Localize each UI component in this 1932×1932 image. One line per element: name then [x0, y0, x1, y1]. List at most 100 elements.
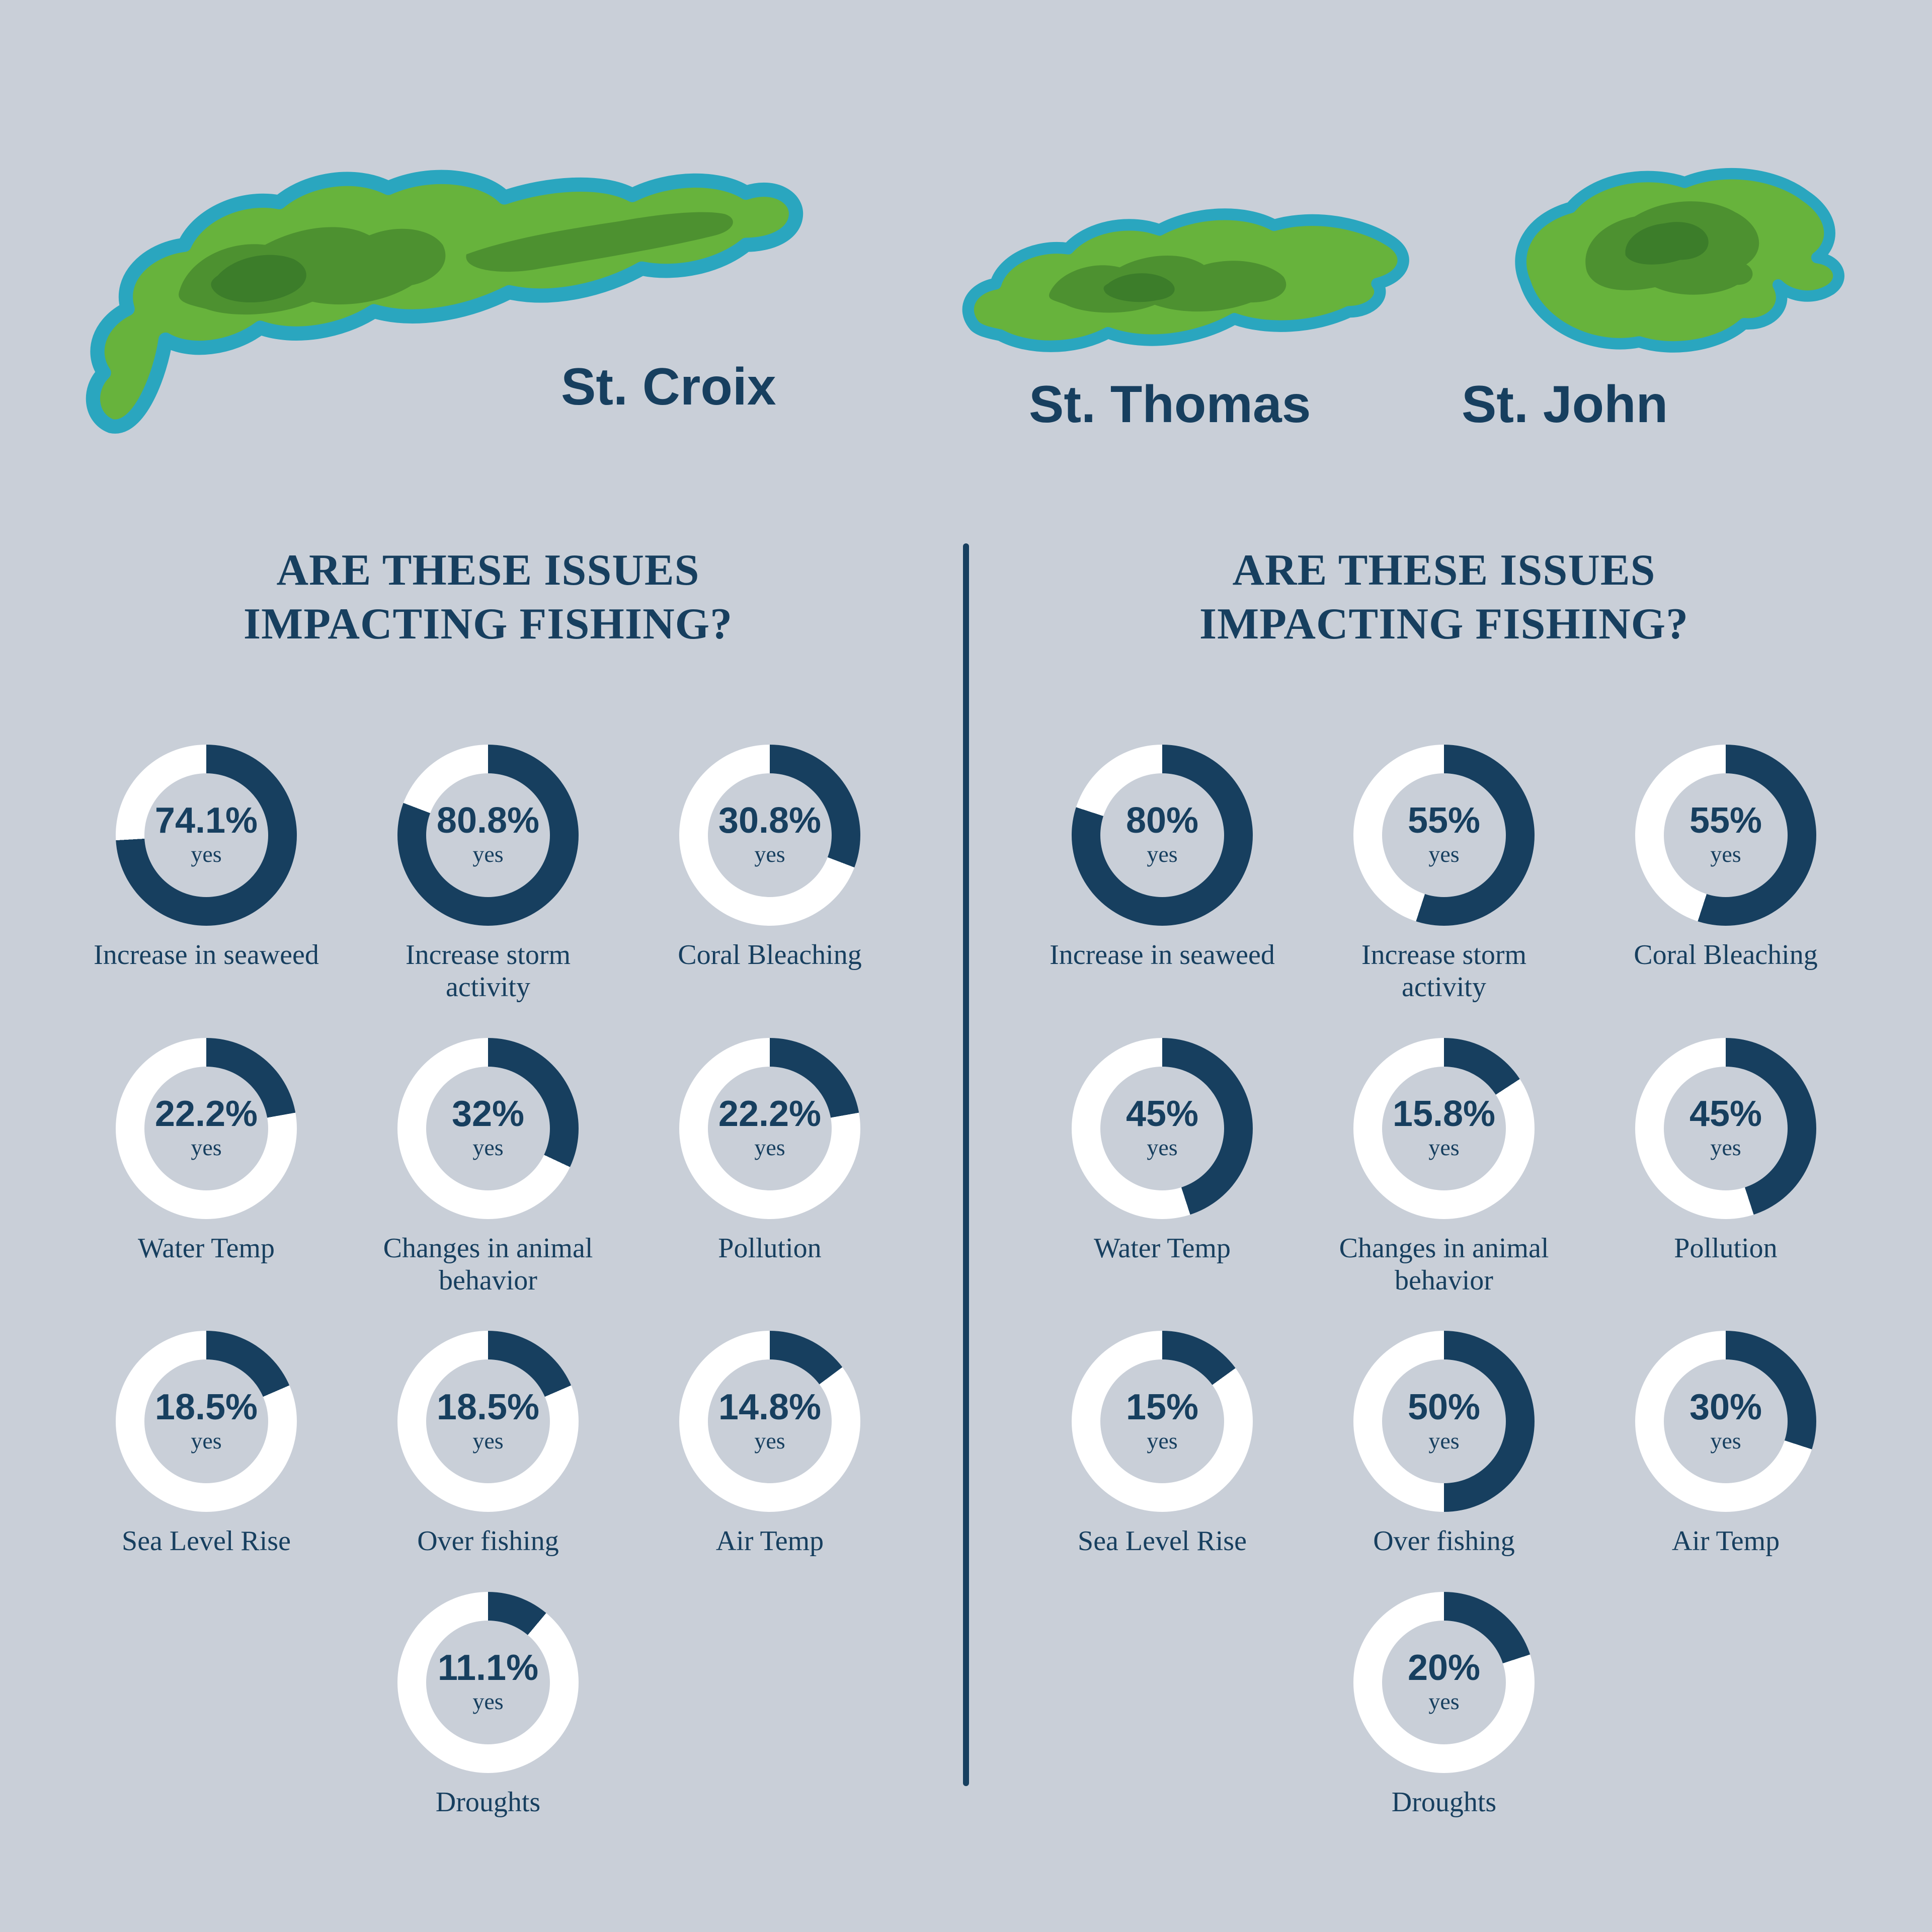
donut-percent: 14.8%: [718, 1387, 822, 1427]
panel-title: ARE THESE ISSUES IMPACTING FISHING?: [65, 543, 911, 652]
donut-cell: 11.1% yes Droughts: [352, 1591, 624, 1818]
donut-label: Water Temp: [1094, 1232, 1231, 1264]
donut-label: Over fishing: [1373, 1525, 1515, 1557]
donut-percent: 50%: [1407, 1387, 1481, 1427]
donut-percent: 22.2%: [718, 1094, 822, 1135]
tj-donut-sea-level-rise: 15% yes: [1072, 1331, 1253, 1512]
donut-yes: yes: [1428, 841, 1460, 867]
donut-label: Over fishing: [417, 1525, 559, 1557]
donut-cell: 30.8% yes Coral Bleaching: [634, 744, 906, 1004]
donut-percent: 74.1%: [154, 800, 258, 841]
st-thomas-island-map: [962, 208, 1409, 352]
donut-cell: 55% yes Coral Bleaching: [1590, 744, 1862, 1004]
tj-donut-pollution: 45% yes: [1635, 1037, 1816, 1219]
donut-percent: 30%: [1689, 1387, 1762, 1427]
donut-grid: 74.1% yes Increase in seaweed 80.8% yes In…: [65, 744, 911, 1818]
donut-label: Coral Bleaching: [1634, 939, 1818, 971]
donut-cell: 80.8% yes Increase storm activity: [352, 744, 624, 1004]
donut-percent: 45%: [1125, 1094, 1199, 1135]
panel-st-thomas-st-john: ARE THESE ISSUES IMPACTING FISHING? 80% y…: [1021, 543, 1867, 1818]
donut-yes: yes: [1147, 1427, 1178, 1454]
donut-cell: 74.1% yes Increase in seaweed: [70, 744, 342, 1004]
croix-donut-air-temp: 14.8% yes: [679, 1331, 860, 1512]
donut-percent: 55%: [1689, 800, 1762, 841]
donut-cell: 20% yes Droughts: [1308, 1591, 1580, 1818]
tj-donut-animal-behavior: 15.8% yes: [1353, 1037, 1535, 1219]
donut-label: Increase in seaweed: [1050, 939, 1275, 971]
donut-yes: yes: [754, 1135, 785, 1161]
donut-yes: yes: [191, 841, 222, 867]
donut-label: Increase in seaweed: [94, 939, 319, 971]
donut-yes: yes: [191, 1427, 222, 1454]
donut-cell: 80% yes Increase in seaweed: [1026, 744, 1298, 1004]
donut-percent: 15.8%: [1392, 1094, 1496, 1135]
donut-label: Changes in animal behavior: [383, 1232, 593, 1296]
donut-yes: yes: [472, 1688, 504, 1715]
tj-donut-storm-activity: 55% yes: [1353, 744, 1535, 926]
tj-donut-coral-bleaching: 55% yes: [1635, 744, 1816, 926]
donut-label: Air Temp: [1671, 1525, 1780, 1557]
donut-label: Droughts: [1391, 1786, 1497, 1818]
panel-divider: [963, 543, 969, 1786]
donut-label: Droughts: [435, 1786, 541, 1818]
donut-label: Sea Level Rise: [1078, 1525, 1247, 1557]
donut-label: Water Temp: [138, 1232, 275, 1264]
donut-yes: yes: [472, 841, 504, 867]
donut-percent: 18.5%: [154, 1387, 258, 1427]
donut-cell: 15.8% yes Changes in animal behavior: [1308, 1037, 1580, 1297]
donut-cell: 15% yes Sea Level Rise: [1026, 1331, 1298, 1557]
donut-cell: 32% yes Changes in animal behavior: [352, 1037, 624, 1297]
tj-donut-air-temp: 30% yes: [1635, 1331, 1816, 1512]
croix-donut-increase-seaweed: 74.1% yes: [116, 744, 297, 926]
donut-percent: 18.5%: [436, 1387, 540, 1427]
donut-percent: 20%: [1407, 1648, 1481, 1688]
donut-yes: yes: [191, 1135, 222, 1161]
croix-donut-coral-bleaching: 30.8% yes: [679, 744, 860, 926]
donut-percent: 22.2%: [154, 1094, 258, 1135]
donut-label: Sea Level Rise: [122, 1525, 291, 1557]
tj-donut-droughts: 20% yes: [1353, 1591, 1535, 1773]
panel-title-line1: ARE THESE ISSUES: [276, 546, 700, 595]
donut-grid: 80% yes Increase in seaweed 55% yes Increa…: [1021, 744, 1867, 1818]
islands-header: St. Croix St. Thomas St. John: [0, 0, 1932, 528]
panel-st-croix: ARE THESE ISSUES IMPACTING FISHING? 74.1…: [65, 543, 911, 1818]
donut-yes: yes: [1428, 1688, 1460, 1715]
donut-yes: yes: [1710, 841, 1741, 867]
donut-percent: 32%: [451, 1094, 525, 1135]
donut-yes: yes: [472, 1135, 504, 1161]
croix-donut-water-temp: 22.2% yes: [116, 1037, 297, 1219]
donut-cell: 50% yes Over fishing: [1308, 1331, 1580, 1557]
donut-cell: 55% yes Increase storm activity: [1308, 744, 1580, 1004]
donut-label: Increase storm activity: [1361, 939, 1527, 1003]
donut-label: Air Temp: [715, 1525, 824, 1557]
st-john-label: St. John: [1462, 375, 1668, 434]
donut-label: Pollution: [1674, 1232, 1778, 1264]
donut-yes: yes: [1147, 841, 1178, 867]
donut-yes: yes: [1428, 1135, 1460, 1161]
donut-cell: 14.8% yes Air Temp: [634, 1331, 906, 1557]
donut-cell: 22.2% yes Pollution: [634, 1037, 906, 1297]
st-john-island-map: [1515, 168, 1844, 353]
croix-donut-droughts: 11.1% yes: [397, 1591, 579, 1773]
donut-yes: yes: [1710, 1427, 1741, 1454]
tj-donut-water-temp: 45% yes: [1072, 1037, 1253, 1219]
donut-yes: yes: [1710, 1135, 1741, 1161]
tj-donut-over-fishing: 50% yes: [1353, 1331, 1535, 1512]
croix-donut-sea-level-rise: 18.5% yes: [116, 1331, 297, 1512]
croix-donut-over-fishing: 18.5% yes: [397, 1331, 579, 1512]
croix-donut-pollution: 22.2% yes: [679, 1037, 860, 1219]
st-croix-label: St. Croix: [561, 358, 776, 416]
donut-label: Coral Bleaching: [678, 939, 862, 971]
donut-yes: yes: [754, 1427, 785, 1454]
donut-yes: yes: [754, 841, 785, 867]
donut-yes: yes: [1147, 1135, 1178, 1161]
panel-title-line2: IMPACTING FISHING?: [1199, 600, 1689, 649]
donut-label: Changes in animal behavior: [1339, 1232, 1549, 1296]
donut-cell: 18.5% yes Over fishing: [352, 1331, 624, 1557]
donut-percent: 80%: [1125, 800, 1199, 841]
donut-percent: 55%: [1407, 800, 1481, 841]
croix-donut-storm-activity: 80.8% yes: [397, 744, 579, 926]
panel-title: ARE THESE ISSUES IMPACTING FISHING?: [1021, 543, 1867, 652]
donut-percent: 80.8%: [436, 800, 540, 841]
donut-cell: 22.2% yes Water Temp: [70, 1037, 342, 1297]
